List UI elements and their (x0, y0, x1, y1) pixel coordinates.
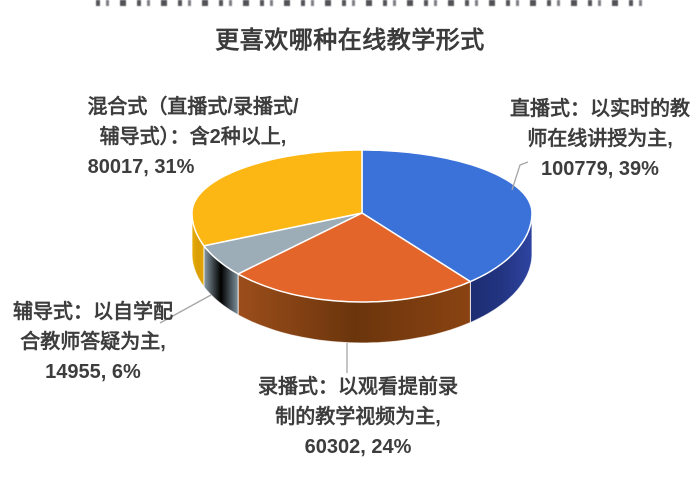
label-line: 合教师答疑为主, (20, 331, 166, 353)
cropped-text-fragments (96, 0, 644, 6)
label-tutoring: 辅导式：以自学配 合教师答疑为主, 14955, 6% (0, 297, 186, 387)
chart-title: 更喜欢哪种在线教学形式 (215, 27, 485, 54)
pie-slice-录播式 (237, 212, 472, 303)
pie-slice-混合式 (191, 149, 363, 247)
label-line: 师在线讲授为主, (527, 128, 673, 150)
label-value: 80017, 31% (87, 156, 195, 178)
label-value: 60302, 24% (304, 436, 412, 458)
label-mixed: 混合式（直播式/录播式/ 辅导式）：含2种以上, 80017, 31% (28, 92, 358, 182)
label-line: 辅导式）：含2种以上, (99, 126, 287, 148)
label-line: 直播式：以实时的教 (510, 98, 690, 120)
label-line: 混合式（直播式/录播式/ (87, 96, 299, 118)
label-value: 14955, 6% (45, 361, 141, 383)
label-line: 制的教学视频为主, (275, 406, 441, 428)
leader-live-stream (511, 161, 529, 191)
label-line: 辅导式：以自学配 (13, 301, 173, 323)
label-live-stream: 直播式：以实时的教 师在线讲授为主, 100779, 39% (497, 94, 700, 184)
label-value: 100779, 39% (541, 158, 659, 180)
pie-slice-辅导式 (203, 212, 363, 275)
label-line: 录播式：以观看提前录 (258, 376, 458, 398)
leader-tutoring (159, 294, 212, 324)
pie-slice-直播式 (361, 149, 533, 283)
label-recorded: 录播式：以观看提前录 制的教学视频为主, 60302, 24% (246, 372, 470, 462)
